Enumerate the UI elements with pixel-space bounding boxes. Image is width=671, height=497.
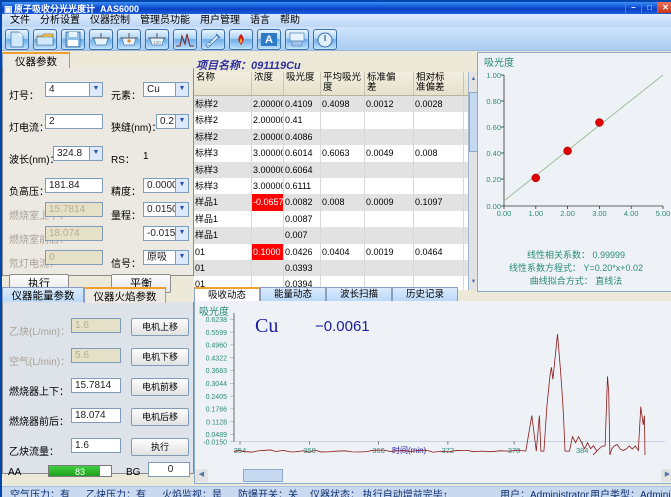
svg-text:372: 372 bbox=[442, 446, 455, 455]
svg-text:0.00: 0.00 bbox=[497, 209, 512, 218]
svg-text:A: A bbox=[265, 34, 273, 46]
svg-text:4.00: 4.00 bbox=[624, 209, 639, 218]
svg-text:0.1766: 0.1766 bbox=[206, 407, 228, 414]
svg-text:0.2405: 0.2405 bbox=[206, 394, 228, 401]
svg-text:0.0489: 0.0489 bbox=[206, 432, 228, 439]
svg-text:1.00: 1.00 bbox=[486, 71, 501, 80]
svg-text:1.00: 1.00 bbox=[528, 209, 543, 218]
svg-text:100: 100 bbox=[153, 40, 161, 45]
svg-text:3.00: 3.00 bbox=[592, 209, 607, 218]
svg-text:0.4960: 0.4960 bbox=[206, 343, 228, 350]
svg-text:5.00: 5.00 bbox=[656, 209, 671, 218]
svg-text:0.4322: 0.4322 bbox=[206, 355, 228, 362]
svg-text:0.40: 0.40 bbox=[486, 149, 501, 158]
svg-text:0.20: 0.20 bbox=[486, 175, 501, 184]
svg-text:0.80: 0.80 bbox=[486, 97, 501, 106]
svg-text:0.1128: 0.1128 bbox=[206, 419, 227, 426]
svg-text:0.6238: 0.6238 bbox=[206, 317, 228, 324]
svg-text:0.5599: 0.5599 bbox=[206, 330, 228, 337]
svg-text:0.3683: 0.3683 bbox=[206, 368, 228, 375]
svg-text:384: 384 bbox=[576, 446, 589, 455]
svg-text:0.60: 0.60 bbox=[486, 123, 501, 132]
svg-text:0.3044: 0.3044 bbox=[206, 381, 228, 388]
svg-text:2.00: 2.00 bbox=[560, 209, 575, 218]
svg-text:-0.0150: -0.0150 bbox=[203, 440, 227, 447]
